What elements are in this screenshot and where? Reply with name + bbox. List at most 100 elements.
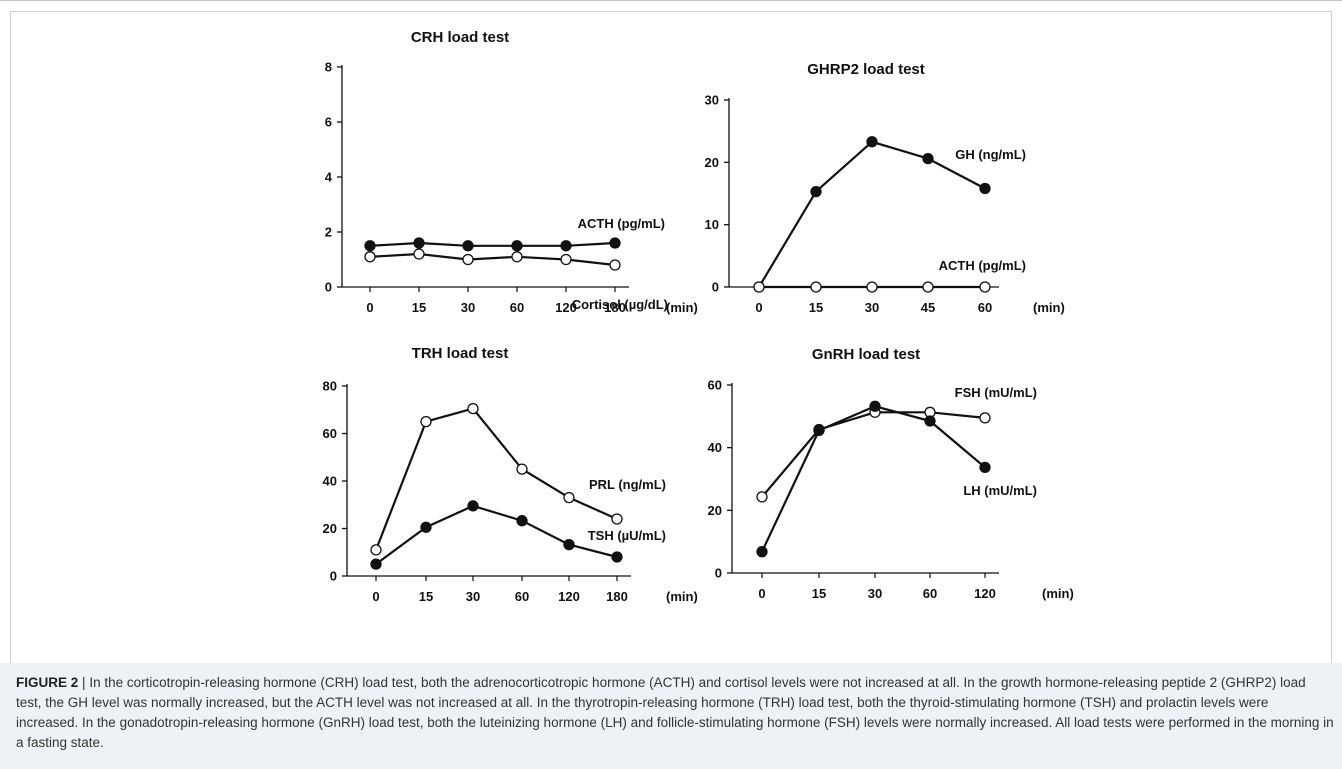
y-tick-label: 60 [708, 378, 722, 393]
series-label: GH (ng/mL) [955, 147, 1026, 162]
data-point-filled [563, 538, 575, 551]
data-point-open [370, 544, 382, 556]
y-tick-label: 60 [323, 426, 337, 441]
series-line [374, 407, 618, 551]
x-tick-label: 60 [510, 300, 524, 315]
y-tick-label: 4 [325, 170, 333, 185]
figure-caption: FIGURE 2 | In the corticotropin-releasin… [16, 673, 1334, 753]
data-point-filled [869, 400, 881, 412]
chart-title: GHRP2 load test [807, 61, 925, 78]
y-tick-label: 0 [330, 569, 337, 584]
data-point-filled [922, 152, 934, 165]
data-point-filled [756, 546, 768, 558]
data-point-open [922, 281, 934, 293]
x-tick-label: 30 [868, 586, 882, 601]
x-tick-label: 15 [419, 589, 433, 604]
data-point-filled [467, 500, 479, 512]
x-tick-label: 180 [606, 589, 628, 604]
y-tick-label: 10 [705, 217, 719, 232]
data-point-open [560, 253, 572, 266]
y-tick-label: 20 [323, 521, 337, 536]
data-point-open [979, 412, 991, 424]
caption-figure-label: FIGURE 2 [16, 675, 79, 690]
series-label: Cortisol (µg/dL) [572, 297, 668, 312]
x-axis-unit-label: (min) [1033, 300, 1065, 315]
data-point-open [810, 281, 822, 293]
data-point-filled [979, 461, 991, 474]
data-point-filled [420, 521, 432, 533]
series-label: ACTH (pg/mL) [578, 216, 665, 231]
data-point-filled [866, 136, 878, 148]
x-tick-label: 45 [921, 300, 935, 315]
figure-panel-frame [10, 11, 1332, 663]
x-axis-unit-label: (min) [666, 589, 698, 604]
series-line [369, 241, 616, 247]
data-point-open [979, 281, 991, 293]
x-tick-label: 60 [978, 300, 992, 315]
y-tick-label: 2 [325, 225, 332, 240]
y-tick-label: 20 [708, 503, 722, 518]
x-tick-label: 30 [461, 300, 475, 315]
caption-separator: | [82, 675, 86, 690]
data-point-filled [924, 415, 936, 427]
data-point-open [467, 402, 479, 415]
data-point-open [420, 415, 432, 428]
y-tick-label: 30 [705, 93, 719, 108]
data-point-filled [462, 240, 474, 252]
x-tick-label: 0 [372, 589, 379, 604]
caption-box: FIGURE 2 | In the corticotropin-releasin… [0, 663, 1342, 769]
chart-title: CRH load test [411, 29, 509, 46]
chart-4: GnRH load test 0 20 40 60 0 15 30 60 120 (min) FSH … [708, 346, 1074, 601]
data-point-open [753, 281, 765, 293]
series-line [761, 411, 986, 498]
data-point-filled [516, 515, 528, 527]
y-tick-label: 0 [325, 280, 332, 295]
series-label: ACTH (pg/mL) [939, 258, 1026, 273]
data-point-filled [810, 185, 822, 198]
x-tick-label: 0 [755, 300, 762, 315]
data-point-filled [813, 424, 825, 437]
series-label: PRL (ng/mL) [589, 477, 666, 492]
x-tick-label: 120 [558, 589, 580, 604]
x-axis-unit-label: (min) [666, 300, 698, 315]
data-point-open [563, 491, 575, 504]
data-point-open [516, 463, 528, 475]
series-line [375, 504, 618, 565]
y-tick-label: 20 [705, 155, 719, 170]
series-line [761, 405, 986, 553]
y-tick-label: 6 [325, 115, 332, 130]
x-tick-label: 0 [758, 586, 765, 601]
data-point-filled [560, 240, 572, 252]
x-tick-label: 15 [412, 300, 426, 315]
series-label: TSH (µU/mL) [588, 528, 666, 543]
x-tick-label: 120 [974, 586, 996, 601]
x-axis-unit-label: (min) [1042, 586, 1074, 601]
data-point-filled [609, 237, 621, 249]
y-tick-label: 40 [708, 440, 722, 455]
series-line [369, 252, 616, 267]
chart-1: CRH load test 0 2 4 6 8 0 15 30 60 120 180 (min) ACTH… [325, 29, 698, 315]
data-point-open [609, 259, 621, 271]
chart-3: TRH load test 0 20 40 60 80 0 15 30 60 120 180 (min)… [323, 345, 698, 604]
series-label: FSH (mU/mL) [955, 385, 1037, 400]
x-tick-label: 120 [555, 300, 577, 315]
data-point-filled [979, 182, 991, 195]
y-tick-label: 0 [712, 280, 719, 295]
caption-text: In the corticotropin-releasing hormone (… [16, 675, 1334, 750]
data-point-filled [364, 240, 376, 252]
x-tick-label: 15 [809, 300, 823, 315]
data-point-open [611, 513, 623, 525]
data-point-filled [413, 237, 425, 249]
data-point-open [866, 281, 878, 293]
data-point-filled [511, 240, 523, 252]
y-tick-label: 80 [323, 379, 337, 394]
chart-title: TRH load test [412, 345, 509, 362]
x-tick-label: 15 [812, 586, 826, 601]
data-point-open [462, 253, 474, 266]
data-point-open [364, 251, 376, 263]
x-tick-label: 0 [366, 300, 373, 315]
data-point-open [511, 251, 523, 263]
data-point-filled [611, 551, 623, 563]
y-tick-label: 0 [715, 566, 722, 581]
chart-2: GHRP2 load test 0 10 20 30 0 15 30 45 60 (min) GH (… [705, 61, 1065, 315]
